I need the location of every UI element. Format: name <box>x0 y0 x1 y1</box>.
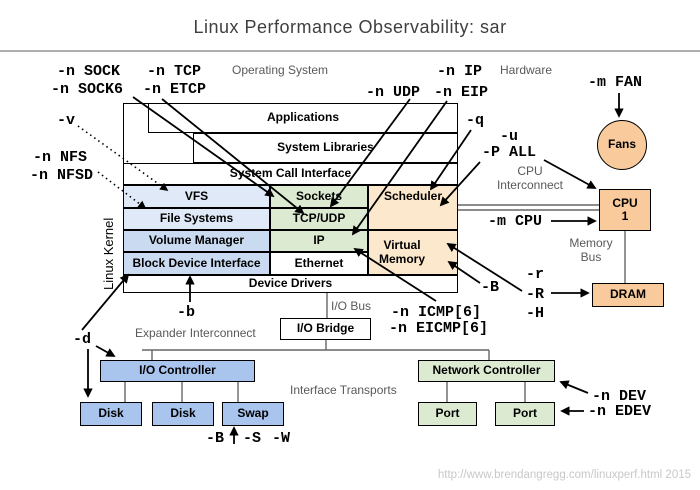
page-title: Linux Performance Observability: sar <box>193 17 507 37</box>
option-h: -H <box>526 305 545 322</box>
option-n-sock6: -n SOCK6 <box>51 81 124 98</box>
option-n-nfsd: -n NFSD <box>30 167 94 184</box>
option-d: -d <box>73 331 92 348</box>
option-swap-b: -B <box>206 430 225 447</box>
option-r-lower: -r <box>526 266 545 283</box>
cpu-box: CPU 1 <box>599 189 651 231</box>
volume-manager-box: Volume Manager <box>123 230 270 252</box>
dram-box: DRAM <box>592 283 664 307</box>
option-b-upper: -B <box>481 279 500 296</box>
option-n-udp: -n UDP <box>366 84 421 101</box>
option-b-lower: -b <box>177 304 196 321</box>
source-url: http://www.brendangregg.com/linuxperf.ht… <box>437 469 691 481</box>
tcp-udp-box: TCP/UDP <box>270 208 368 230</box>
operating-system-label: Operating System <box>232 63 329 77</box>
option-swap-s: -S <box>243 430 262 447</box>
block-device-interface-box: Block Device Interface <box>123 252 270 275</box>
disk1-box: Disk <box>80 402 142 426</box>
swap-box: Swap <box>222 402 284 426</box>
system-call-interface-box: System Call Interface <box>123 163 458 185</box>
option-p-all: -P ALL <box>482 144 537 161</box>
system-libraries-box: System Libraries <box>193 133 458 163</box>
fans-circle: Fans <box>597 120 647 170</box>
io-bridge-box: I/O Bridge <box>280 318 371 340</box>
option-n-ip: -n IP <box>437 63 483 80</box>
interface-transports-label: Interface Transports <box>290 383 397 397</box>
network-controller-box: Network Controller <box>418 360 555 382</box>
memory-bus-label: Memory Bus <box>569 236 613 264</box>
option-m-cpu: -m CPU <box>488 213 543 230</box>
option-m-fan: -m FAN <box>588 74 643 91</box>
option-n-etcp: -n ETCP <box>143 81 207 98</box>
device-drivers-box: Device Drivers <box>123 275 458 293</box>
ethernet-box: Ethernet <box>270 252 368 275</box>
option-n-eip: -n EIP <box>434 84 489 101</box>
port1-box: Port <box>418 402 477 426</box>
option-n-sock: -n SOCK <box>57 63 121 80</box>
cpu-interconnect-label: CPU Interconnect <box>496 164 564 192</box>
option-u: -u <box>500 128 519 145</box>
option-swap-w: -W <box>272 430 291 447</box>
option-n-dev: -n DEV <box>592 388 647 405</box>
io-bus-label: I/O Bus <box>331 299 372 313</box>
option-n-nfs: -n NFS <box>33 149 88 166</box>
title-divider <box>0 50 700 52</box>
option-n-tcp: -n TCP <box>147 63 202 80</box>
option-v: -v <box>57 112 76 129</box>
port2-box: Port <box>495 402 555 426</box>
file-systems-box: File Systems <box>123 208 270 230</box>
expander-interconnect-label: Expander Interconnect <box>135 326 256 340</box>
io-controller-box: I/O Controller <box>100 360 255 382</box>
option-n-icmp: -n ICMP[6] <box>391 304 482 321</box>
option-n-edev: -n EDEV <box>588 403 652 420</box>
virtual-memory-box: Virtual Memory <box>368 230 458 275</box>
ip-box: IP <box>270 230 368 252</box>
option-n-eicmp: -n EICMP[6] <box>389 320 489 337</box>
option-q: -q <box>466 112 485 129</box>
linux-kernel-label: Linux Kernel <box>101 217 116 290</box>
applications-box: Applications <box>148 103 458 133</box>
scheduler-box: Scheduler <box>368 185 458 230</box>
hardware-label: Hardware <box>500 63 553 77</box>
disk2-box: Disk <box>152 402 214 426</box>
sockets-box: Sockets <box>270 185 368 208</box>
vfs-box: VFS <box>123 185 270 208</box>
option-r-upper: -R <box>526 286 545 303</box>
